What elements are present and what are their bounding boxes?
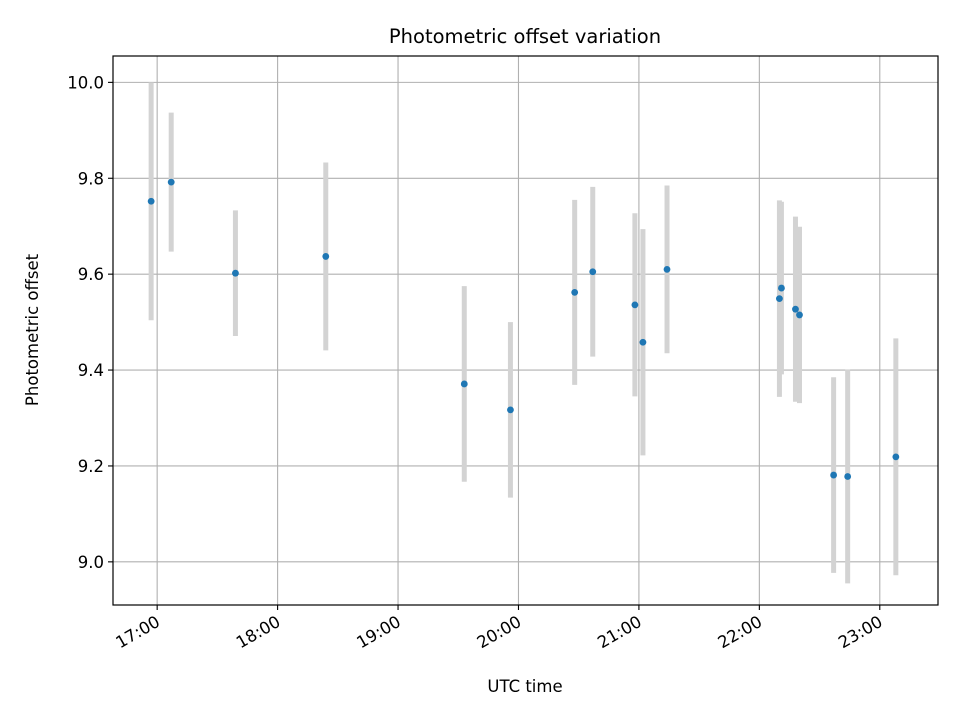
data-point [147,197,155,205]
x-tick-label: 22:00 [715,612,766,652]
y-tick-label: 9.0 [78,553,104,572]
y-axis-title: Photometric offset [23,253,42,406]
data-point [663,265,671,273]
y-tick-label: 9.4 [78,361,104,380]
y-tick-label: 9.2 [78,457,104,476]
chart-title: Photometric offset variation [389,25,661,48]
data-point [892,453,900,461]
y-tick-label: 10.0 [67,73,104,92]
data-point [232,269,239,277]
data-point [639,338,647,346]
errorbars [148,82,899,584]
data-point [792,305,799,313]
data-point [778,284,785,292]
data-point [631,301,639,309]
data-point [844,473,852,480]
plot-frame [112,55,939,606]
data-point [796,311,803,319]
y-tick-label: 9.6 [78,265,104,284]
data-point [167,178,175,186]
data-points [147,178,900,480]
data-point [830,471,838,479]
x-tick-label: 21:00 [594,612,645,652]
x-tick-label: 23:00 [835,612,886,652]
data-point [589,268,597,276]
data-point [322,253,330,260]
x-tick-label: 20:00 [474,612,525,652]
data-point [776,295,783,303]
x-tick-label: 19:00 [353,612,404,652]
x-axis-title: UTC time [487,677,562,696]
data-point [507,406,514,414]
data-point [571,288,579,296]
data-point [460,380,468,388]
x-axis: 17:00 18:00 19:00 20:00 21:00 22:00 23:00 [112,605,886,652]
y-tick-label: 9.8 [78,169,104,188]
x-tick-label: 17:00 [112,612,163,652]
y-axis: 9.0 9.2 9.4 9.6 9.8 10.0 [67,73,113,572]
x-tick-label: 18:00 [233,612,284,652]
